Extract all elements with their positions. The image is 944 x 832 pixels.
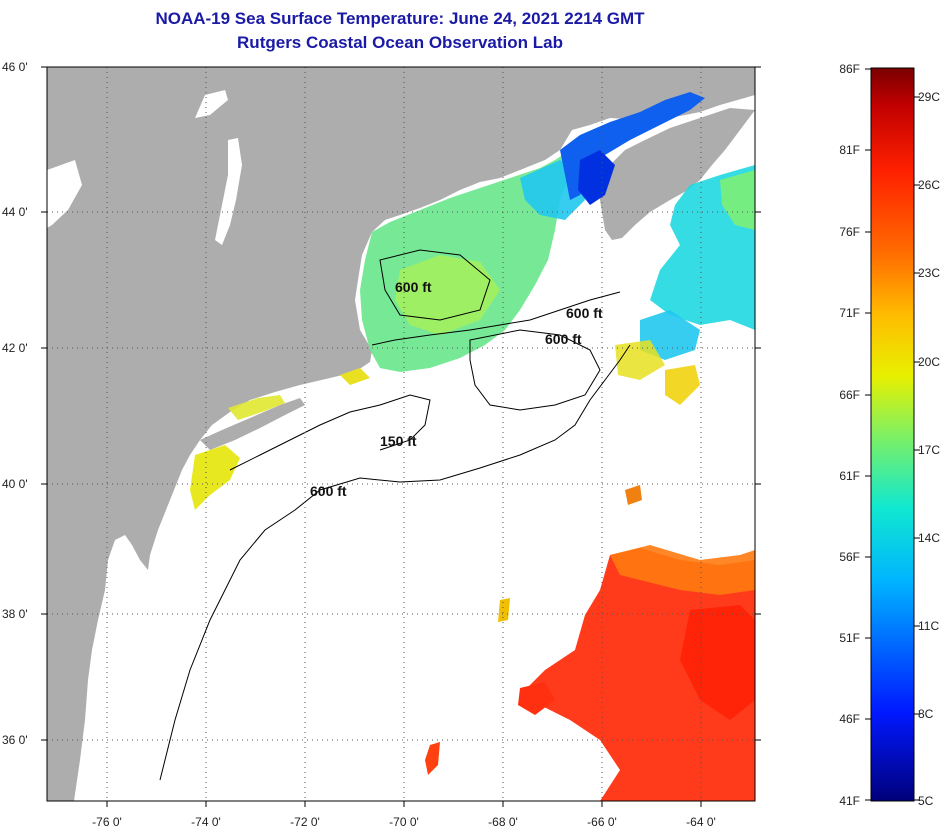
colorbar-f-label: 86F	[839, 62, 860, 76]
bathymetry-contours	[159, 249, 631, 781]
colorbar-c-label: 14C	[918, 531, 940, 545]
colorbar-f-label: 46F	[839, 712, 860, 726]
grid	[47, 67, 755, 801]
lon-label: -68 0'	[488, 815, 518, 829]
contour-label-600-c: 600 ft	[545, 331, 582, 347]
map-subtitle: Rutgers Coastal Ocean Observation Lab	[237, 33, 563, 52]
lat-label: 42 0'	[2, 341, 28, 355]
colorbar-f-label: 76F	[839, 225, 860, 239]
lon-label: -72 0'	[290, 815, 320, 829]
lat-label: 44 0'	[2, 205, 28, 219]
contour-label-600-a: 600 ft	[395, 279, 432, 295]
map-title: NOAA-19 Sea Surface Temperature: June 24…	[155, 9, 645, 28]
lat-label: 38 0'	[2, 607, 28, 621]
lat-label: 40 0'	[2, 477, 28, 491]
lon-label: -70 0'	[389, 815, 419, 829]
colorbar-c-label: 11C	[918, 619, 939, 633]
lon-label: -74 0'	[191, 815, 221, 829]
axis-ticks	[41, 66, 761, 807]
colorbar-c-label: 8C	[918, 707, 934, 721]
lon-label: -66 0'	[587, 815, 617, 829]
colorbar-c-label: 17C	[918, 443, 940, 457]
colorbar-f-label: 56F	[839, 550, 860, 564]
colorbar-c-label: 23C	[918, 266, 940, 280]
colorbar-f-label: 66F	[839, 388, 860, 402]
colorbar-c-label: 5C	[918, 794, 934, 808]
colorbar-f-label: 41F	[839, 794, 860, 808]
colorbar	[870, 67, 915, 802]
lakes	[47, 90, 242, 801]
colorbar-ticks	[865, 68, 871, 801]
land	[47, 67, 755, 801]
colorbar-f-label: 61F	[839, 469, 860, 483]
contour-label-600-b: 600 ft	[566, 305, 603, 321]
lon-label: -76 0'	[92, 815, 122, 829]
colorbar-ticks-c	[914, 96, 920, 801]
colorbar-f-label: 81F	[839, 143, 860, 157]
contour-label-150: 150 ft	[380, 433, 417, 449]
plot-frame	[46, 66, 756, 802]
lon-label: -64 0'	[686, 815, 716, 829]
colorbar-c-label: 20C	[918, 355, 940, 369]
lat-label: 46 0'	[2, 60, 28, 74]
colorbar-f-label: 71F	[839, 306, 860, 320]
lat-label: 36 0'	[2, 733, 28, 747]
contour-label-600-d: 600 ft	[310, 483, 347, 499]
colorbar-f-label: 51F	[839, 631, 860, 645]
colorbar-c-label: 26C	[918, 178, 940, 192]
colorbar-c-label: 29C	[918, 90, 940, 104]
